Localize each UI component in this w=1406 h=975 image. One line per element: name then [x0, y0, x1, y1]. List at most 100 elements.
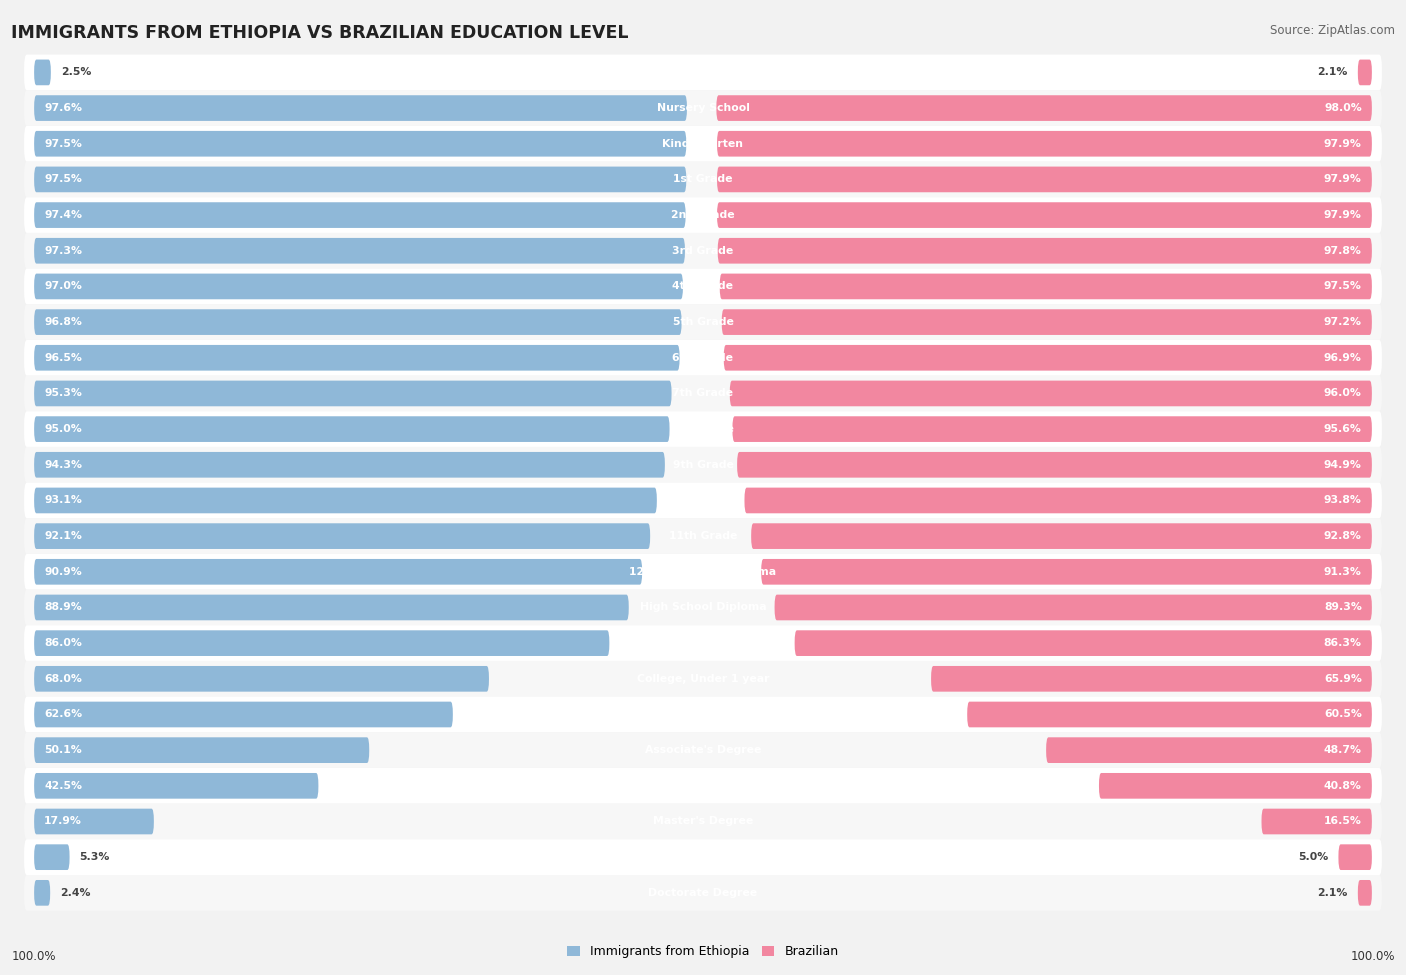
FancyBboxPatch shape: [24, 875, 1382, 911]
Text: 17.9%: 17.9%: [44, 816, 82, 827]
Text: 12th Grade, No Diploma: 12th Grade, No Diploma: [630, 566, 776, 577]
FancyBboxPatch shape: [24, 126, 1382, 162]
FancyBboxPatch shape: [1261, 808, 1372, 835]
FancyBboxPatch shape: [717, 131, 1372, 157]
FancyBboxPatch shape: [24, 304, 1382, 340]
FancyBboxPatch shape: [34, 524, 650, 549]
FancyBboxPatch shape: [24, 839, 1382, 875]
Text: Doctorate Degree: Doctorate Degree: [648, 888, 758, 898]
FancyBboxPatch shape: [34, 202, 686, 228]
Text: 16.5%: 16.5%: [1324, 816, 1362, 827]
FancyBboxPatch shape: [34, 274, 683, 299]
FancyBboxPatch shape: [24, 590, 1382, 625]
FancyBboxPatch shape: [24, 197, 1382, 233]
FancyBboxPatch shape: [775, 595, 1372, 620]
Text: 2.1%: 2.1%: [1317, 67, 1348, 77]
Legend: Immigrants from Ethiopia, Brazilian: Immigrants from Ethiopia, Brazilian: [562, 940, 844, 963]
Text: 96.5%: 96.5%: [44, 353, 82, 363]
Text: Bachelor's Degree: Bachelor's Degree: [647, 781, 759, 791]
Text: 94.9%: 94.9%: [1324, 460, 1362, 470]
FancyBboxPatch shape: [717, 167, 1372, 192]
FancyBboxPatch shape: [24, 55, 1382, 91]
FancyBboxPatch shape: [34, 131, 686, 157]
FancyBboxPatch shape: [24, 768, 1382, 803]
FancyBboxPatch shape: [717, 96, 1372, 121]
Text: College, 1 year or more: College, 1 year or more: [631, 710, 775, 720]
Text: 92.8%: 92.8%: [1324, 531, 1362, 541]
Text: Associate's Degree: Associate's Degree: [645, 745, 761, 756]
Text: 91.3%: 91.3%: [1324, 566, 1362, 577]
FancyBboxPatch shape: [717, 202, 1372, 228]
Text: 9th Grade: 9th Grade: [672, 460, 734, 470]
FancyBboxPatch shape: [24, 162, 1382, 197]
Text: 62.6%: 62.6%: [44, 710, 83, 720]
Text: 40.8%: 40.8%: [1324, 781, 1362, 791]
Text: 98.0%: 98.0%: [1324, 103, 1362, 113]
Text: 2.5%: 2.5%: [60, 67, 91, 77]
FancyBboxPatch shape: [34, 559, 643, 585]
FancyBboxPatch shape: [34, 238, 685, 263]
FancyBboxPatch shape: [34, 59, 51, 85]
Text: 92.1%: 92.1%: [44, 531, 82, 541]
Text: 95.0%: 95.0%: [44, 424, 82, 434]
FancyBboxPatch shape: [24, 483, 1382, 519]
FancyBboxPatch shape: [24, 411, 1382, 447]
Text: Kindergarten: Kindergarten: [662, 138, 744, 149]
Text: 97.3%: 97.3%: [44, 246, 82, 255]
Text: 96.9%: 96.9%: [1324, 353, 1362, 363]
Text: 10th Grade: 10th Grade: [669, 495, 737, 505]
FancyBboxPatch shape: [24, 375, 1382, 411]
FancyBboxPatch shape: [34, 702, 453, 727]
Text: 48.7%: 48.7%: [1324, 745, 1362, 756]
Text: 5.0%: 5.0%: [1298, 852, 1329, 862]
Text: Nursery School: Nursery School: [657, 103, 749, 113]
FancyBboxPatch shape: [34, 96, 688, 121]
Text: 2nd Grade: 2nd Grade: [671, 210, 735, 220]
Text: 97.4%: 97.4%: [44, 210, 82, 220]
Text: 97.9%: 97.9%: [1324, 175, 1362, 184]
FancyBboxPatch shape: [24, 732, 1382, 768]
FancyBboxPatch shape: [24, 233, 1382, 268]
FancyBboxPatch shape: [34, 488, 657, 513]
Text: 97.0%: 97.0%: [44, 282, 82, 292]
Text: 4th Grade: 4th Grade: [672, 282, 734, 292]
Text: IMMIGRANTS FROM ETHIOPIA VS BRAZILIAN EDUCATION LEVEL: IMMIGRANTS FROM ETHIOPIA VS BRAZILIAN ED…: [11, 24, 628, 42]
Text: 6th Grade: 6th Grade: [672, 353, 734, 363]
Text: No Schooling Completed: No Schooling Completed: [628, 67, 778, 77]
Text: 7th Grade: 7th Grade: [672, 388, 734, 399]
FancyBboxPatch shape: [34, 844, 69, 870]
Text: 2.4%: 2.4%: [60, 888, 91, 898]
Text: Master's Degree: Master's Degree: [652, 816, 754, 827]
Text: Source: ZipAtlas.com: Source: ZipAtlas.com: [1270, 24, 1395, 37]
Text: 86.0%: 86.0%: [44, 639, 82, 648]
FancyBboxPatch shape: [24, 697, 1382, 732]
FancyBboxPatch shape: [751, 524, 1372, 549]
FancyBboxPatch shape: [24, 91, 1382, 126]
FancyBboxPatch shape: [931, 666, 1372, 691]
Text: 8th Grade: 8th Grade: [672, 424, 734, 434]
Text: 100.0%: 100.0%: [11, 951, 56, 963]
FancyBboxPatch shape: [737, 452, 1372, 478]
Text: 97.2%: 97.2%: [1324, 317, 1362, 327]
FancyBboxPatch shape: [34, 808, 153, 835]
Text: 1st Grade: 1st Grade: [673, 175, 733, 184]
FancyBboxPatch shape: [717, 238, 1372, 263]
FancyBboxPatch shape: [1099, 773, 1372, 799]
FancyBboxPatch shape: [24, 268, 1382, 304]
Text: 97.9%: 97.9%: [1324, 138, 1362, 149]
FancyBboxPatch shape: [1339, 844, 1372, 870]
Text: 97.9%: 97.9%: [1324, 210, 1362, 220]
Text: 95.3%: 95.3%: [44, 388, 82, 399]
FancyBboxPatch shape: [967, 702, 1372, 727]
FancyBboxPatch shape: [1358, 880, 1372, 906]
FancyBboxPatch shape: [1046, 737, 1372, 763]
Text: 60.5%: 60.5%: [1324, 710, 1362, 720]
FancyBboxPatch shape: [24, 447, 1382, 483]
FancyBboxPatch shape: [34, 345, 679, 370]
FancyBboxPatch shape: [744, 488, 1372, 513]
FancyBboxPatch shape: [24, 625, 1382, 661]
FancyBboxPatch shape: [34, 737, 370, 763]
Text: 96.0%: 96.0%: [1324, 388, 1362, 399]
FancyBboxPatch shape: [34, 167, 686, 192]
FancyBboxPatch shape: [733, 416, 1372, 442]
